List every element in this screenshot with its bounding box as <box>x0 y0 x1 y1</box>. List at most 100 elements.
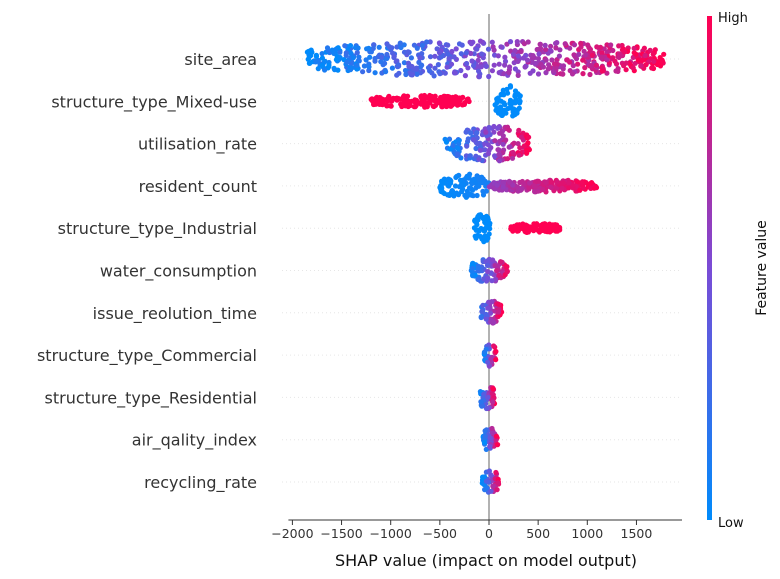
shap-point <box>559 185 565 191</box>
shap-point <box>482 220 488 226</box>
shap-point <box>435 62 441 68</box>
shap-point <box>482 233 488 239</box>
colorbar: High Low Feature value <box>707 11 770 531</box>
shap-point <box>363 57 369 63</box>
shap-point <box>515 58 521 64</box>
shap-point <box>551 61 558 67</box>
shap-point <box>475 57 481 64</box>
shap-point <box>449 188 456 194</box>
shap-point <box>486 468 492 474</box>
shap-point <box>425 65 432 71</box>
shap-point <box>536 51 542 57</box>
shap-point <box>610 55 616 61</box>
shap-point <box>445 51 451 57</box>
shap-point <box>514 39 520 45</box>
shap-point <box>525 140 531 146</box>
shap-point <box>557 47 563 53</box>
shap-point <box>402 103 408 109</box>
feature-row-structure_type_Industrial <box>471 212 563 245</box>
shap-point <box>616 43 622 49</box>
shap-point <box>490 399 496 405</box>
shap-point <box>564 57 570 63</box>
shap-point <box>332 67 338 73</box>
shap-point <box>496 301 502 307</box>
shap-point <box>502 54 508 60</box>
shap-point <box>496 272 502 279</box>
shap-point <box>348 50 354 56</box>
shap-point <box>483 478 489 484</box>
shap-points <box>304 38 667 495</box>
shap-point <box>468 50 474 57</box>
shap-point <box>458 51 464 57</box>
shap-point <box>412 97 418 103</box>
shap-point <box>582 65 588 71</box>
shap-point <box>597 44 604 51</box>
shap-point <box>651 58 657 64</box>
shap-point <box>516 222 523 228</box>
shap-point <box>403 71 409 78</box>
shap-point <box>548 179 554 185</box>
shap-point <box>417 55 423 61</box>
shap-point <box>554 179 560 185</box>
shap-point <box>361 63 367 69</box>
shap-point <box>490 483 496 489</box>
shap-point <box>570 63 576 69</box>
shap-point <box>525 39 531 45</box>
shap-point <box>483 346 489 352</box>
shap-point <box>493 348 499 355</box>
x-tick-label: 500 <box>526 526 550 541</box>
shap-point <box>485 275 491 281</box>
shap-point <box>488 472 494 478</box>
shap-point <box>401 42 407 48</box>
shap-point <box>401 60 407 66</box>
shap-point <box>409 72 415 78</box>
shap-point <box>537 41 544 47</box>
shap-point <box>483 213 490 219</box>
shap-point <box>481 439 487 446</box>
x-tick-label: −1500 <box>320 526 362 541</box>
shap-point <box>530 53 536 59</box>
feature-label: structure_type_Commercial <box>37 346 257 366</box>
shap-point <box>507 83 513 89</box>
shap-point <box>509 155 516 161</box>
shap-point <box>551 226 557 233</box>
shap-point <box>507 64 513 70</box>
shap-point <box>473 145 479 152</box>
shap-point <box>545 50 551 56</box>
shap-point <box>495 309 502 315</box>
shap-point <box>479 309 485 315</box>
shap-point <box>514 228 520 234</box>
shap-point <box>384 55 390 62</box>
shap-point <box>493 433 499 439</box>
shap-point <box>566 185 572 191</box>
shap-point <box>469 58 475 64</box>
shap-point <box>489 299 495 305</box>
shap-point <box>589 52 596 58</box>
shap-point <box>511 223 517 229</box>
shap-point <box>494 268 500 274</box>
shap-point <box>476 156 482 162</box>
feature-label: structure_type_Mixed-use <box>51 92 257 112</box>
shap-point <box>354 50 360 56</box>
shap-point <box>463 50 469 56</box>
x-axis-title: SHAP value (impact on model output) <box>335 551 637 570</box>
shap-point <box>396 62 402 68</box>
shap-point <box>507 105 513 111</box>
shap-point <box>566 180 572 186</box>
shap-point <box>487 444 493 450</box>
shap-point <box>330 48 336 54</box>
shap-point <box>494 96 500 102</box>
shap-point <box>394 72 400 78</box>
shap-point <box>471 176 477 182</box>
shap-point <box>326 62 332 68</box>
shap-point <box>455 192 462 198</box>
shap-point <box>532 179 538 185</box>
shap-point <box>452 183 459 189</box>
shap-point <box>466 185 473 191</box>
shap-point <box>540 227 546 233</box>
shap-point <box>408 55 414 61</box>
shap-point <box>391 53 397 59</box>
shap-point <box>507 97 514 103</box>
shap-point <box>467 153 473 159</box>
shap-point <box>457 177 464 183</box>
